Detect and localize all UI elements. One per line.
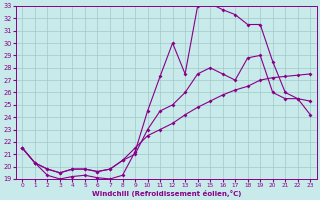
X-axis label: Windchill (Refroidissement éolien,°C): Windchill (Refroidissement éolien,°C) [92,190,241,197]
